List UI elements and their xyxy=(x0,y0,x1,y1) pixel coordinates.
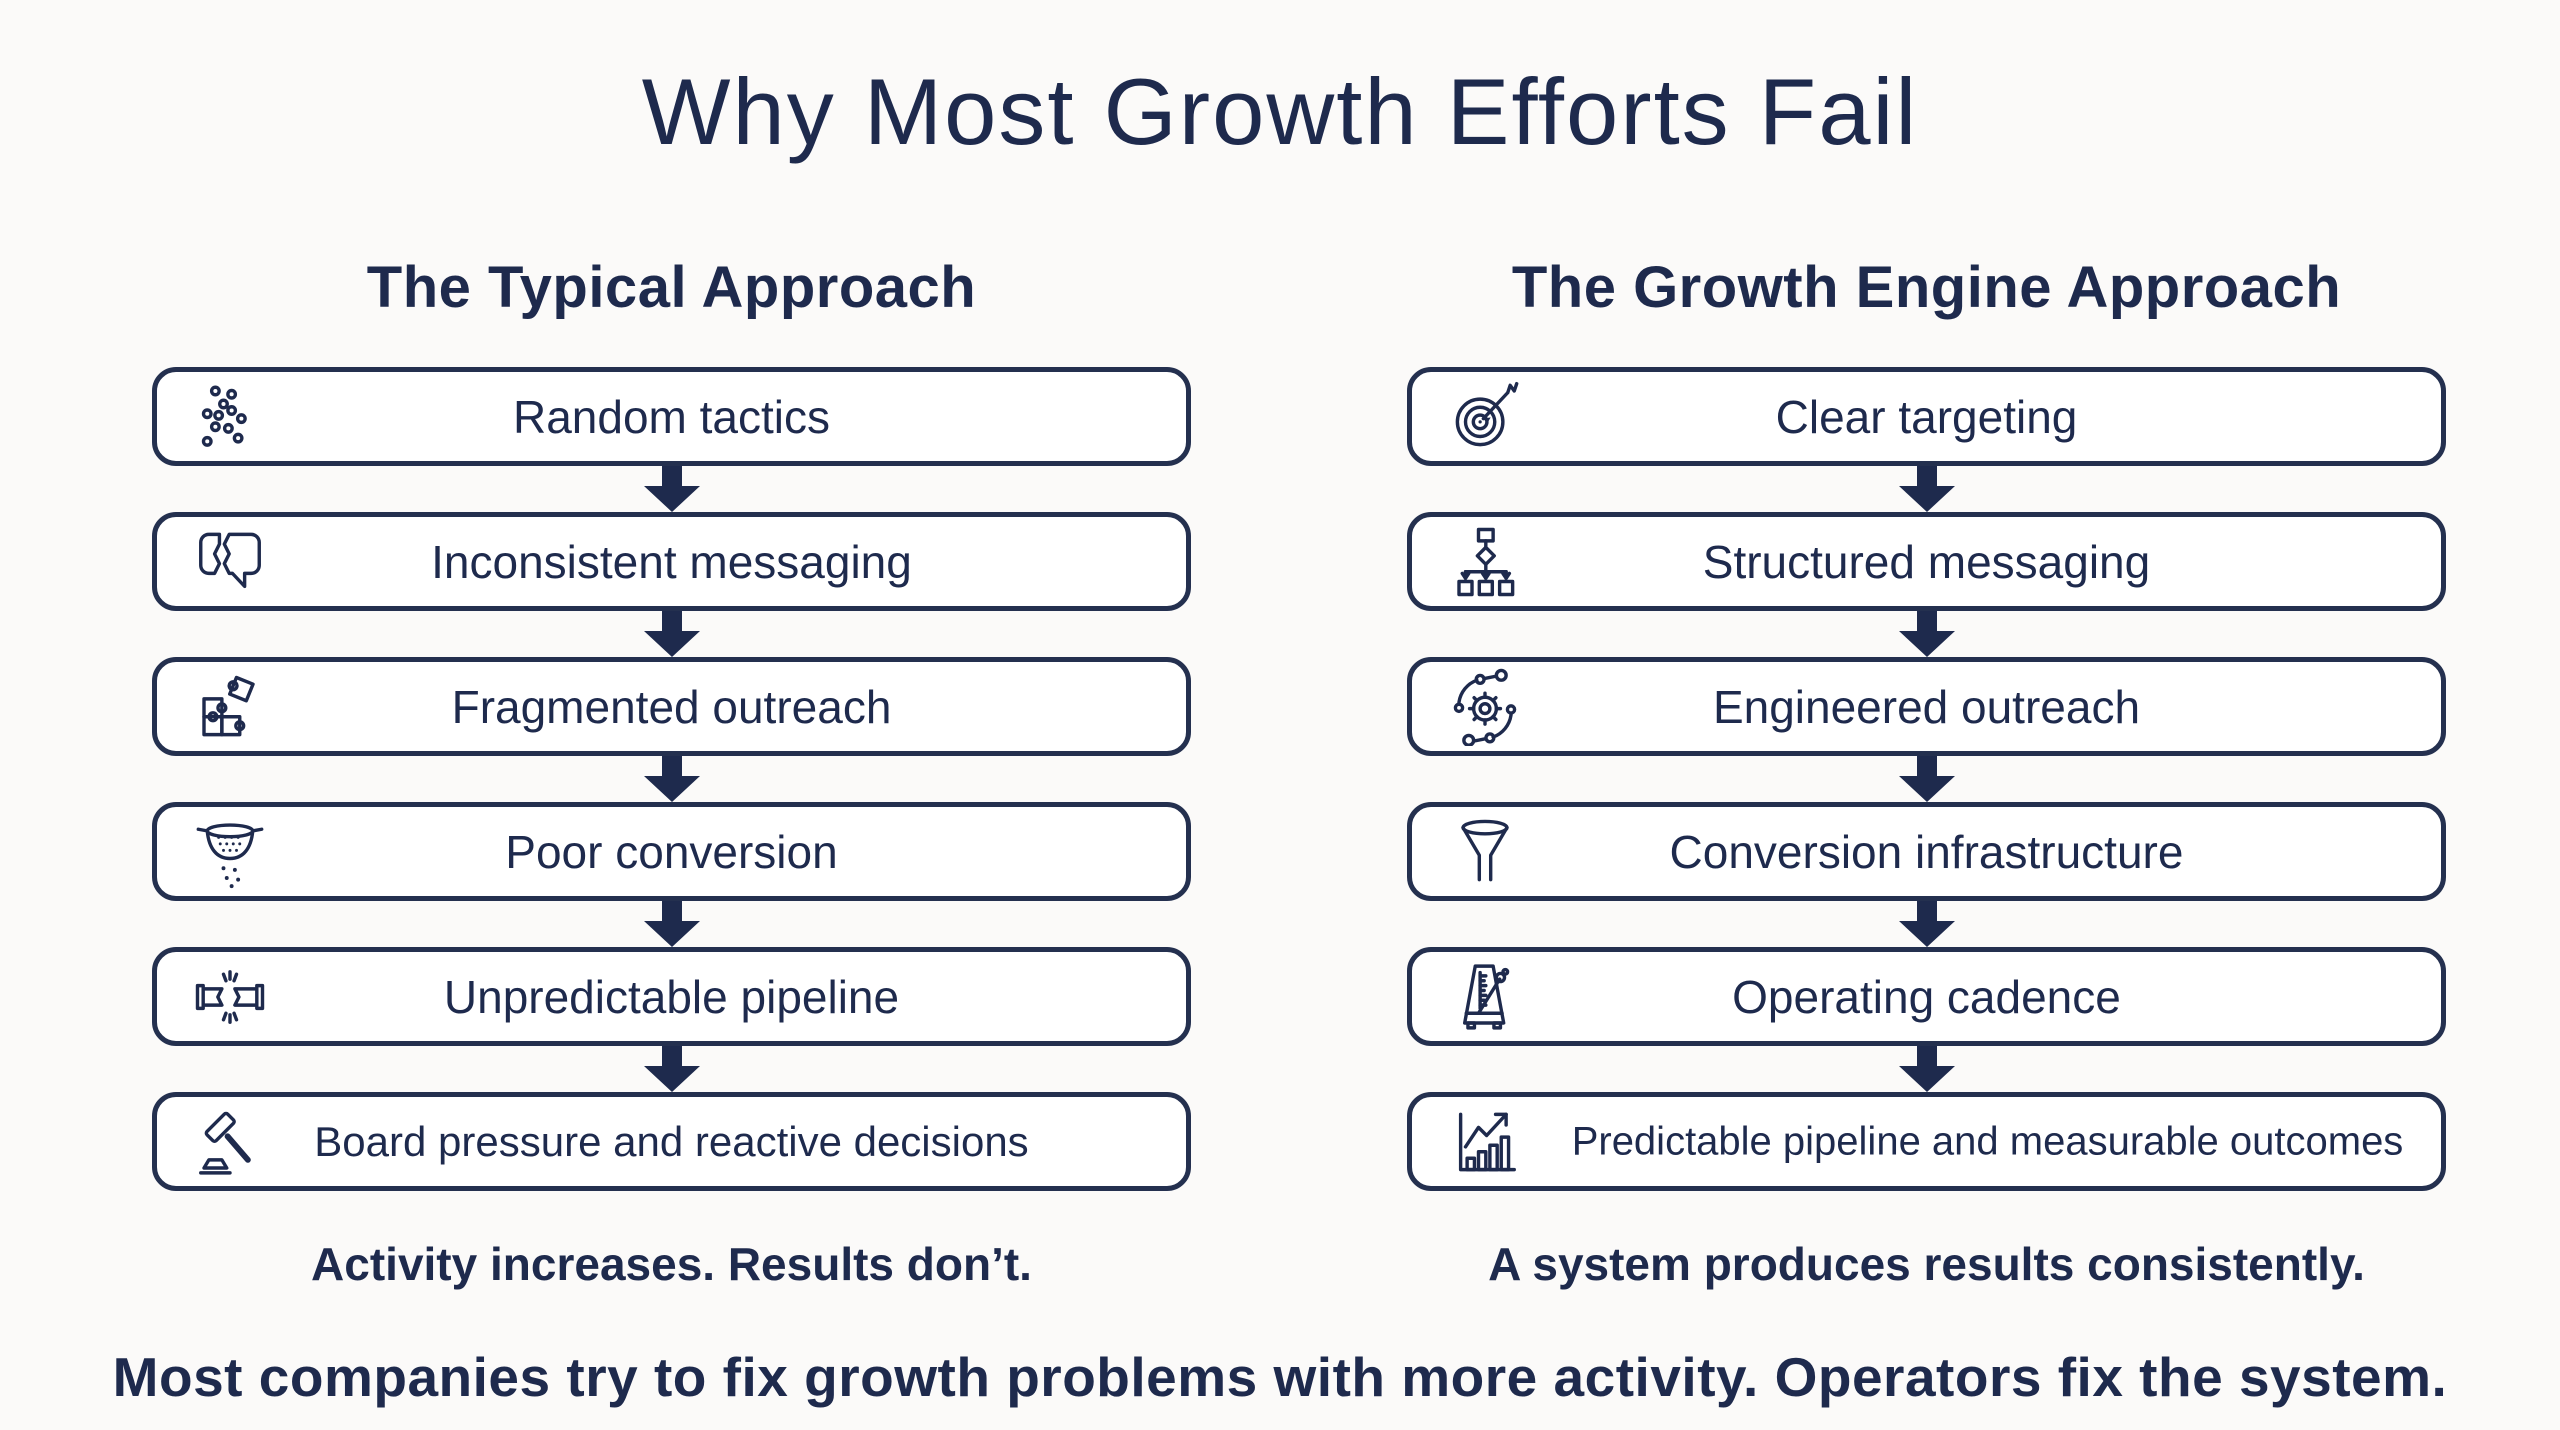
step-label: Poor conversion xyxy=(505,825,838,878)
leaky-strainer-icon xyxy=(191,813,269,891)
flowchart-icon xyxy=(1446,523,1524,601)
down-arrow xyxy=(1407,466,2446,512)
down-arrow xyxy=(1407,1046,2446,1092)
step-box-board-pressure: Board pressure and reactive decisions xyxy=(152,1092,1191,1191)
step-label: Fragmented outreach xyxy=(451,680,892,733)
step-label: Board pressure and reactive decisions xyxy=(314,1117,1029,1165)
gavel-icon xyxy=(191,1103,269,1181)
comparison-columns: The Typical Approach Random xyxy=(0,254,2560,1291)
column-growth-engine-approach: The Growth Engine Approach xyxy=(1407,254,2446,1291)
down-arrow xyxy=(152,901,1191,947)
down-arrow xyxy=(152,1046,1191,1092)
step-box-structured-messaging: Structured messaging xyxy=(1407,512,2446,611)
metronome-icon xyxy=(1446,958,1524,1036)
column-caption-growth-engine: A system produces results consistently. xyxy=(1488,1238,2365,1290)
step-box-inconsistent-messaging: Inconsistent messaging xyxy=(152,512,1191,611)
broken-pipe-icon xyxy=(191,958,269,1036)
step-box-poor-conversion: Poor conversion xyxy=(152,802,1191,901)
down-arrow xyxy=(152,611,1191,657)
page-title: Why Most Growth Efforts Fail xyxy=(641,59,1919,164)
down-arrow xyxy=(152,756,1191,802)
down-arrow xyxy=(152,466,1191,512)
puzzle-pieces-icon xyxy=(191,668,269,746)
step-label: Predictable pipeline and measurable outc… xyxy=(1571,1119,2404,1163)
step-label: Inconsistent messaging xyxy=(431,535,912,588)
step-box-clear-targeting: Clear targeting xyxy=(1407,367,2446,466)
step-box-unpredictable-pipeline: Unpredictable pipeline xyxy=(152,947,1191,1046)
step-label: Engineered outreach xyxy=(1712,680,2141,733)
down-arrow xyxy=(1407,611,2446,657)
scatter-dots-icon xyxy=(191,378,269,456)
target-arrow-icon xyxy=(1446,378,1524,456)
gear-process-icon xyxy=(1446,668,1524,746)
footer-takeaway: Most companies try to fix growth problem… xyxy=(112,1346,2448,1408)
step-box-predictable-pipeline: Predictable pipeline and measurable outc… xyxy=(1407,1092,2446,1191)
step-label: Unpredictable pipeline xyxy=(443,970,900,1023)
column-caption-typical: Activity increases. Results don’t. xyxy=(311,1238,1032,1290)
funnel-icon xyxy=(1446,813,1524,891)
down-arrow xyxy=(1407,901,2446,947)
step-box-engineered-outreach: Engineered outreach xyxy=(1407,657,2446,756)
step-label: Clear targeting xyxy=(1775,390,2078,443)
column-header-growth-engine: The Growth Engine Approach xyxy=(1511,255,2342,320)
step-box-random-tactics: Random tactics xyxy=(152,367,1191,466)
column-header-typical: The Typical Approach xyxy=(366,255,977,320)
step-box-operating-cadence: Operating cadence xyxy=(1407,947,2446,1046)
broken-speech-bubble-icon xyxy=(191,523,269,601)
step-label: Operating cadence xyxy=(1732,970,2121,1023)
step-label: Structured messaging xyxy=(1702,535,2151,588)
step-label: Conversion infrastructure xyxy=(1669,825,2184,878)
step-box-conversion-infrastructure: Conversion infrastructure xyxy=(1407,802,2446,901)
step-label: Random tactics xyxy=(512,390,830,443)
bar-chart-growth-icon xyxy=(1446,1103,1524,1181)
column-typical-approach: The Typical Approach Random xyxy=(152,254,1191,1291)
step-box-fragmented-outreach: Fragmented outreach xyxy=(152,657,1191,756)
down-arrow xyxy=(1407,756,2446,802)
